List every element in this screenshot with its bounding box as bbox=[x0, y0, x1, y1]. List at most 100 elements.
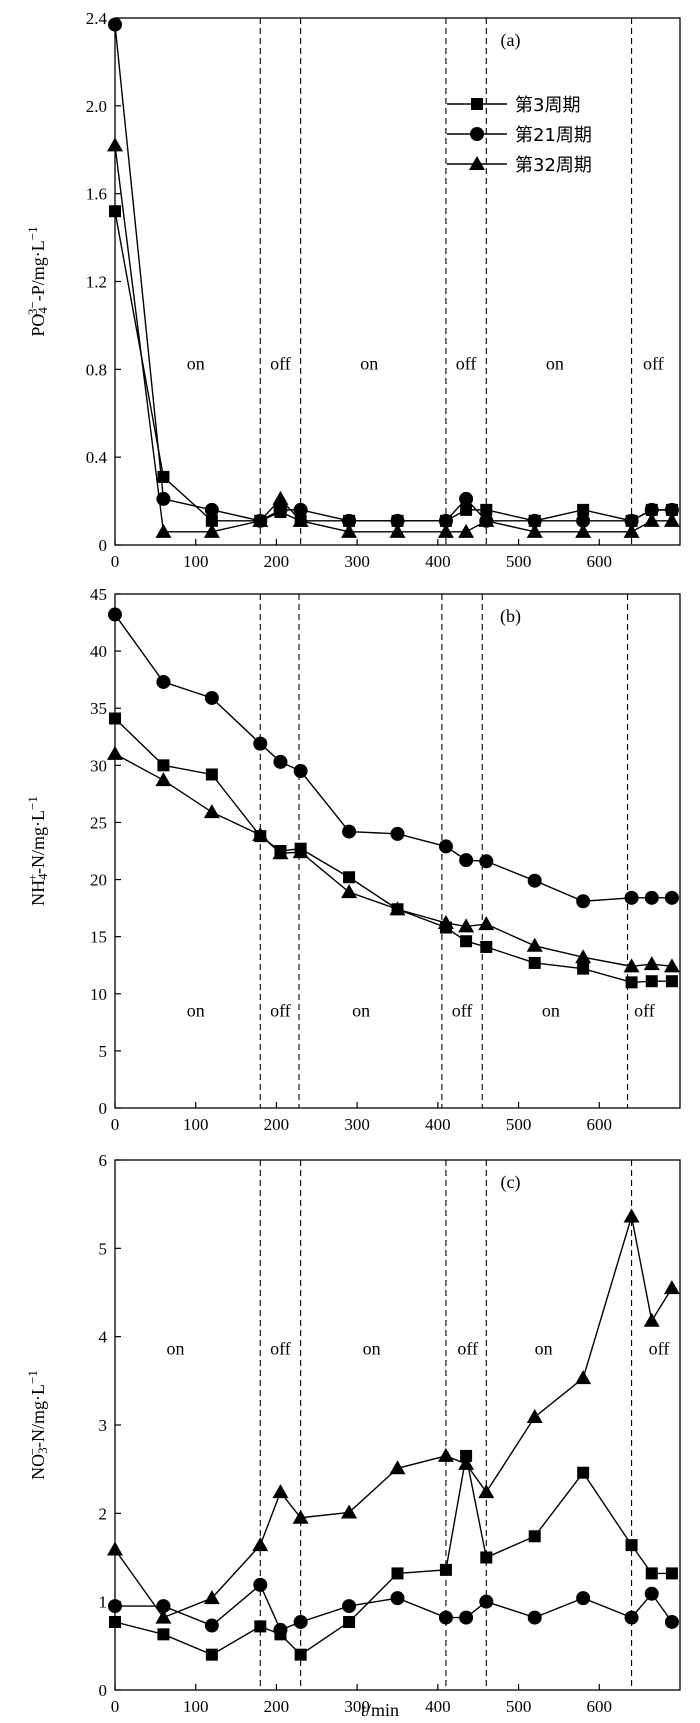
series-line-2 bbox=[115, 1583, 673, 1631]
series-line-3 bbox=[114, 1216, 673, 1619]
y-tick-label: 2.0 bbox=[86, 97, 107, 116]
x-tick-label: 100 bbox=[183, 552, 209, 571]
phase-label-on: on bbox=[352, 1001, 370, 1021]
data-point-circle bbox=[479, 1594, 494, 1609]
data-point-square bbox=[205, 514, 218, 527]
data-point-square bbox=[460, 935, 473, 948]
data-point-triangle bbox=[526, 937, 543, 952]
data-point-triangle bbox=[663, 958, 680, 973]
data-point-square bbox=[343, 1615, 356, 1628]
y-tick-label: 1 bbox=[99, 1593, 108, 1612]
data-point-triangle bbox=[389, 901, 406, 916]
x-axis-label-italic: t bbox=[361, 1700, 367, 1720]
data-point-triangle bbox=[575, 523, 592, 538]
data-point-circle bbox=[342, 513, 357, 528]
y-tick-label: 10 bbox=[90, 985, 107, 1004]
x-tick-label: 300 bbox=[344, 1115, 370, 1134]
x-tick-label: 200 bbox=[264, 552, 290, 571]
legend-label: 第32周期 bbox=[515, 155, 592, 176]
data-point-circle bbox=[156, 674, 171, 689]
series-line-3 bbox=[114, 145, 672, 533]
y-tick-label: 5 bbox=[99, 1239, 108, 1258]
phase-label-on: on bbox=[542, 1001, 560, 1021]
data-point-circle bbox=[204, 690, 219, 705]
data-point-triangle bbox=[663, 1280, 680, 1295]
phase-label-off: off bbox=[457, 1338, 478, 1358]
x-tick-label: 400 bbox=[425, 552, 451, 571]
phase-label-on: on bbox=[363, 1338, 381, 1358]
data-point-triangle bbox=[663, 512, 680, 527]
y-tick-label: 1.6 bbox=[86, 185, 107, 204]
x-tick-label: 600 bbox=[587, 1115, 613, 1134]
phase-label-off: off bbox=[270, 1338, 291, 1358]
data-point-triangle bbox=[526, 523, 543, 538]
data-point-square bbox=[480, 503, 493, 516]
y-tick-label: 15 bbox=[90, 928, 107, 947]
data-point-circle bbox=[293, 1614, 308, 1629]
data-point-circle bbox=[273, 502, 288, 517]
y-tick-label: 0 bbox=[99, 1099, 108, 1118]
y-tick-label: 35 bbox=[90, 699, 107, 718]
data-point-triangle bbox=[478, 512, 495, 527]
panel-c: 0 1 2 3 4 5 6 0 100 200 300 400 500 600 on off on off on of… bbox=[25, 1151, 681, 1716]
data-point-square bbox=[343, 871, 356, 884]
data-point-square bbox=[625, 1539, 638, 1552]
x-tick-label: 100 bbox=[183, 1697, 209, 1716]
phase-label-off: off bbox=[456, 353, 477, 373]
data-point-square bbox=[528, 956, 541, 969]
plot-frame bbox=[114, 17, 681, 546]
data-point-triangle bbox=[458, 523, 475, 538]
data-point-circle bbox=[527, 1610, 542, 1625]
panel-label: (a) bbox=[501, 30, 521, 51]
series-line-1 bbox=[114, 1455, 672, 1656]
data-point-circle bbox=[576, 894, 591, 909]
data-point-circle bbox=[459, 853, 474, 868]
x-tick-label: 300 bbox=[344, 1697, 370, 1716]
y-title-unit-sup: −1 bbox=[25, 1370, 40, 1384]
phase-label-off: off bbox=[270, 1001, 291, 1021]
data-point-triangle bbox=[272, 1484, 289, 1499]
data-point-triangle bbox=[252, 827, 269, 842]
y-axis-title: NO3−-N/mg·L−1 bbox=[25, 1370, 50, 1480]
data-point-triangle bbox=[292, 512, 309, 527]
plot-frame bbox=[114, 1159, 681, 1691]
data-point-square bbox=[205, 768, 218, 781]
data-point-square bbox=[577, 962, 590, 975]
data-point-circle bbox=[108, 17, 122, 32]
data-point-circle bbox=[624, 513, 639, 528]
data-point-circle bbox=[253, 1577, 268, 1592]
phase-label-off: off bbox=[643, 353, 664, 373]
y-tick-label: 3 bbox=[99, 1416, 108, 1435]
y-tick-label: 4 bbox=[99, 1328, 108, 1347]
y-tick-label: 2 bbox=[99, 1504, 108, 1523]
data-point-circle bbox=[459, 1610, 474, 1625]
x-tick-label: 0 bbox=[111, 1697, 120, 1716]
panel-label: (b) bbox=[500, 606, 521, 627]
data-point-triangle bbox=[341, 884, 358, 899]
y-tick-label: 0.4 bbox=[86, 448, 108, 467]
data-point-square bbox=[294, 1648, 307, 1661]
y-tick-label: 0 bbox=[99, 1681, 108, 1700]
data-point-triangle bbox=[292, 844, 309, 859]
data-point-square bbox=[205, 1648, 218, 1661]
data-point-circle bbox=[459, 491, 474, 506]
data-point-triangle bbox=[643, 1312, 660, 1327]
data-point-circle bbox=[479, 854, 494, 869]
data-point-circle bbox=[527, 513, 542, 528]
x-tick-label: 200 bbox=[264, 1115, 290, 1134]
data-point-triangle bbox=[272, 845, 289, 860]
y-title-tail: -P/mg·L bbox=[28, 240, 48, 301]
series-line-2 bbox=[114, 24, 672, 522]
data-point-triangle bbox=[155, 772, 172, 787]
data-point-circle bbox=[108, 607, 122, 622]
data-point-circle bbox=[273, 1622, 288, 1637]
data-point-square bbox=[625, 976, 638, 989]
data-point-circle bbox=[664, 502, 679, 517]
x-tick-label: 400 bbox=[425, 1115, 451, 1134]
data-point-circle bbox=[204, 1618, 219, 1633]
x-tick-label: 500 bbox=[506, 1115, 532, 1134]
y-tick-label: 30 bbox=[90, 756, 107, 775]
data-point-triangle bbox=[203, 1590, 220, 1605]
y-title-unit-sup: −1 bbox=[25, 796, 40, 810]
data-point-square bbox=[109, 1615, 121, 1628]
